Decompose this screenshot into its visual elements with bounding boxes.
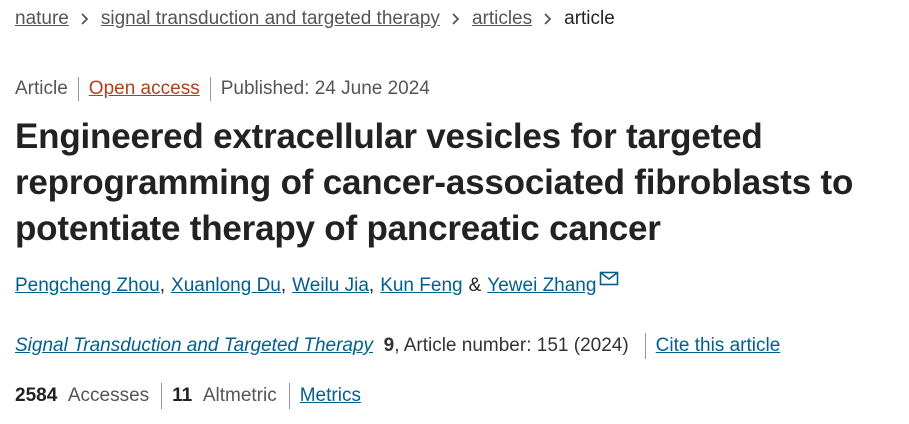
authors: Pengcheng Zhou, Xuanlong Du, Weilu Jia, Kun… — [15, 271, 619, 297]
article-number: , Article number: 151 (2024) — [394, 335, 629, 356]
altmetric-count: 11 — [172, 385, 193, 406]
cite-link[interactable]: Cite this article — [655, 335, 781, 356]
article-title: Engineered extracellular vesicles for ta… — [15, 117, 854, 248]
breadcrumbs: nature signal transduction and targeted … — [15, 6, 615, 32]
author-separator: , — [368, 275, 375, 296]
breadcrumb-current: article — [564, 8, 615, 29]
altmetric-label: Altmetric — [202, 385, 277, 406]
email-icon[interactable] — [599, 271, 619, 287]
journal-link[interactable]: Signal Transduction and Targeted Therapy — [15, 335, 374, 356]
author-link[interactable]: Pengcheng Zhou — [15, 275, 160, 296]
volume: 9 — [383, 335, 395, 356]
breadcrumb-link[interactable]: signal transduction and targeted therapy — [100, 8, 440, 29]
open-access[interactable]: Open access — [77, 77, 210, 101]
chevron — [452, 13, 460, 25]
metrics: 2584 Accesses 11 Altmetric Metrics — [15, 383, 361, 409]
author-link[interactable]: Kun Feng — [380, 275, 463, 296]
article-type: Article — [15, 78, 68, 99]
author-link[interactable]: Yewei Zhang — [487, 275, 597, 296]
author-separator: & — [468, 275, 482, 296]
chevron — [544, 13, 552, 25]
breadcrumb-link[interactable]: nature — [15, 8, 69, 29]
published-date: Published: 24 June 2024 — [209, 77, 440, 101]
author-separator: , — [280, 275, 287, 296]
breadcrumb-link[interactable]: articles — [471, 8, 533, 29]
accesses-count: 2584 — [15, 385, 58, 406]
author-separator: , — [159, 275, 166, 296]
accesses-label: Accesses — [67, 385, 150, 406]
author-link[interactable]: Weilu Jia — [292, 275, 369, 296]
chevron — [81, 13, 89, 25]
metrics-link[interactable]: Metrics — [299, 385, 361, 406]
citation: Signal Transduction and Targeted Therapy… — [15, 333, 780, 359]
author-link[interactable]: Xuanlong Du — [171, 275, 281, 296]
article-meta: Article Open access Published: 24 June 2… — [15, 77, 440, 101]
